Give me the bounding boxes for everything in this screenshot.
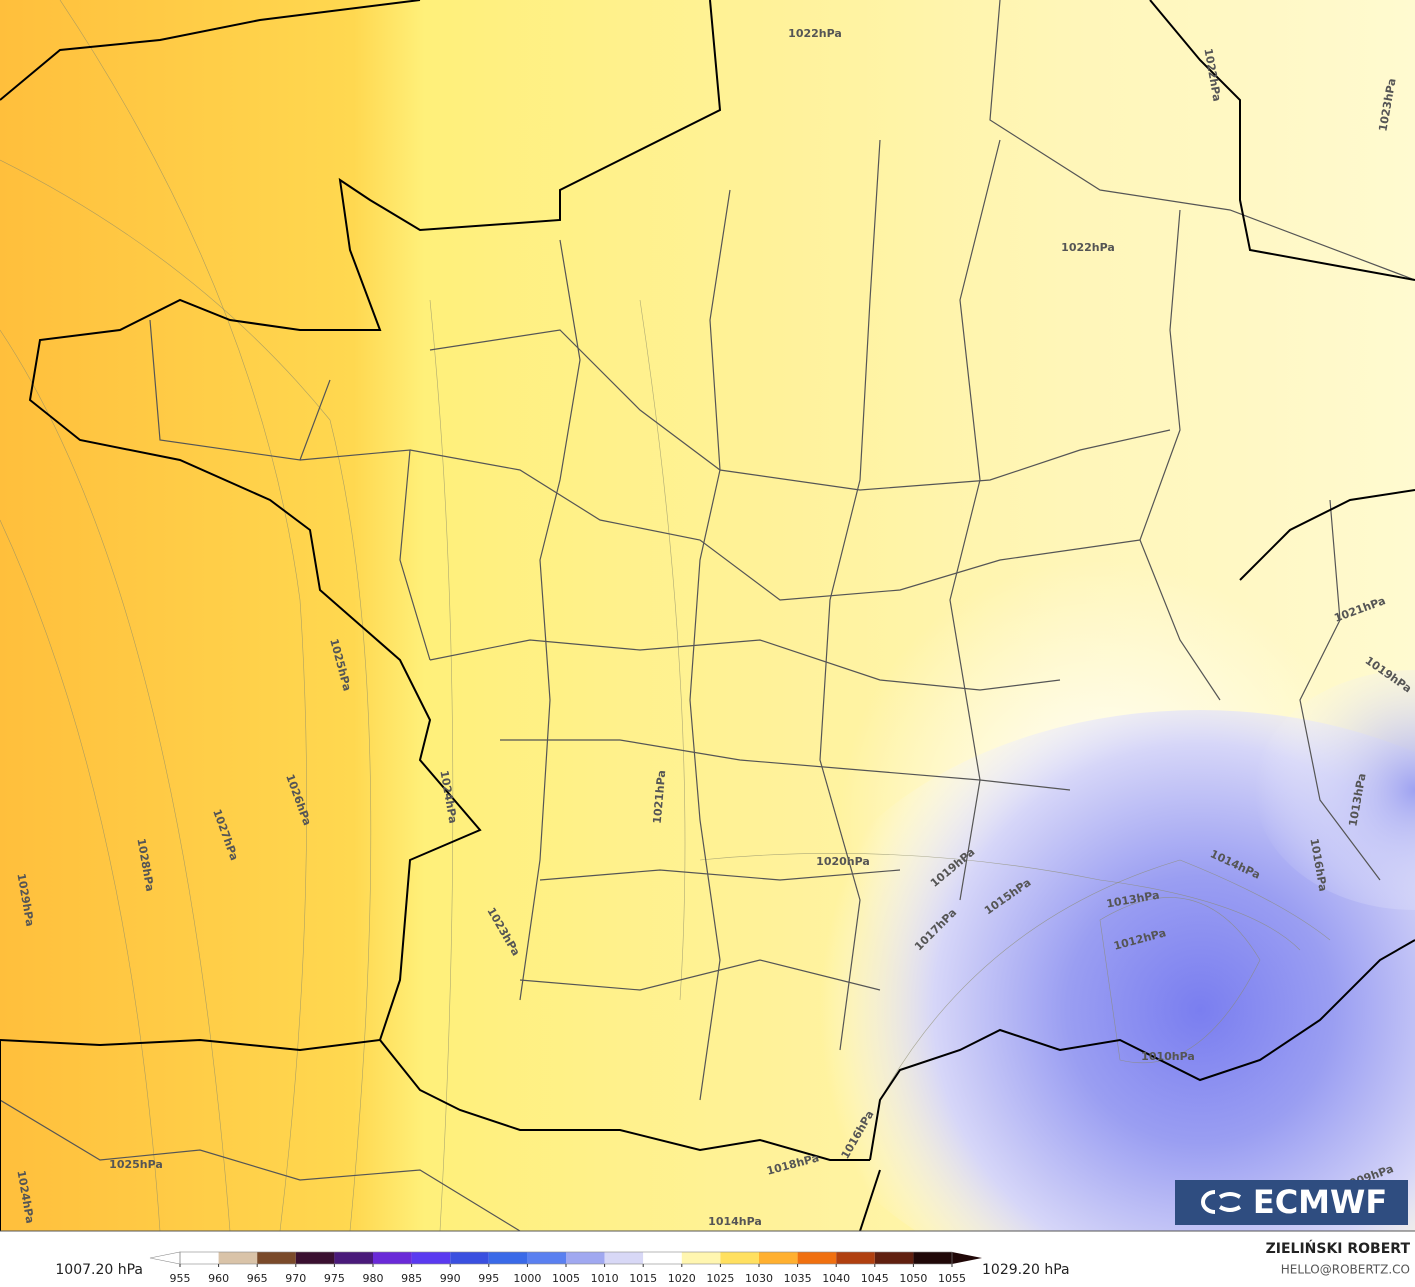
colorbar-tick-label: 960 [208, 1272, 229, 1285]
colorbar-segment [488, 1252, 528, 1264]
colorbar-tick-label: 1050 [899, 1272, 927, 1285]
isobar-label: 1022hPa [788, 27, 842, 40]
colorbar-tick-label: 980 [363, 1272, 384, 1285]
colorbar-max-label: 1029.20 hPa [982, 1262, 1070, 1278]
colorbar-segment [257, 1252, 296, 1264]
colorbar-segment [450, 1252, 489, 1264]
borders [0, 0, 1415, 1231]
colorbar-tick-label: 1010 [591, 1272, 619, 1285]
colorbar-segment [604, 1252, 644, 1264]
colorbar-tick-label: 1000 [513, 1272, 541, 1285]
colorbar-segment [218, 1252, 258, 1264]
colorbar-segment [334, 1252, 373, 1264]
colorbar-tick-label: 975 [324, 1272, 345, 1285]
logo-icon [1201, 1190, 1242, 1214]
colorbar-tick-label: 955 [170, 1272, 191, 1285]
colorbar: 1007.20 hPa 1029.20 hPa 955 960 965 970 975 9… [55, 1251, 1070, 1285]
logo-text: ECMWF [1253, 1183, 1387, 1221]
isobar-label: 1020hPa [816, 855, 870, 868]
colorbar-segment [373, 1252, 412, 1264]
colorbar-tick-label: 965 [247, 1272, 268, 1285]
colorbar-tick-label: 990 [440, 1272, 461, 1285]
colorbar-end [149, 1251, 181, 1265]
colorbar-segment [797, 1252, 837, 1264]
colorbar-segment [913, 1252, 952, 1264]
colorbar-end [952, 1252, 982, 1264]
coastline [0, 0, 1415, 1231]
colorbar-tick-label: 1035 [784, 1272, 812, 1285]
logo-box [1175, 1180, 1408, 1225]
isobar-label: 1025hPa [109, 1158, 163, 1171]
email: HELLO@ROBERTZ.CO [1281, 1263, 1410, 1277]
colorbar-tick-label: 970 [285, 1272, 306, 1285]
isobar-label: 1014hPa [708, 1215, 762, 1228]
colorbar-min-label: 1007.20 hPa [55, 1262, 143, 1278]
colorbar-tick-label: 995 [478, 1272, 499, 1285]
colorbar-segment [720, 1252, 759, 1264]
colorbar-segment [874, 1252, 914, 1264]
colorbar-tick-label: 1005 [552, 1272, 580, 1285]
colorbar-segment [643, 1252, 682, 1264]
pressure-field [1255, 670, 1415, 910]
colorbar-tick-label: 1040 [822, 1272, 850, 1285]
pressure-field [780, 710, 1415, 1231]
colorbar-segment [295, 1252, 335, 1264]
colorbar-segment [180, 1252, 219, 1264]
colorbar-segment [527, 1252, 566, 1264]
colorbar-tick-label: 1055 [938, 1272, 966, 1285]
colorbar-segment [759, 1252, 798, 1264]
isobar-label: 1010hPa [1141, 1050, 1195, 1063]
colorbar-tick-label: 1025 [706, 1272, 734, 1285]
colorbar-segment [681, 1252, 721, 1264]
colorbar-tick-label: 985 [401, 1272, 422, 1285]
author: ZIELIŃSKI ROBERT [1266, 1239, 1411, 1257]
colorbar-segment [836, 1252, 875, 1264]
isobar-label: 1021hPa [651, 770, 669, 825]
colorbar-tick-label: 1030 [745, 1272, 773, 1285]
isobar-label: 1022hPa [1061, 241, 1115, 254]
colorbar-segment [566, 1252, 605, 1264]
colorbar-segment [411, 1252, 451, 1264]
colorbar-tick-label: 1015 [629, 1272, 657, 1285]
colorbar-tick-label: 1045 [861, 1272, 889, 1285]
colorbar-tick-label: 1020 [668, 1272, 696, 1285]
